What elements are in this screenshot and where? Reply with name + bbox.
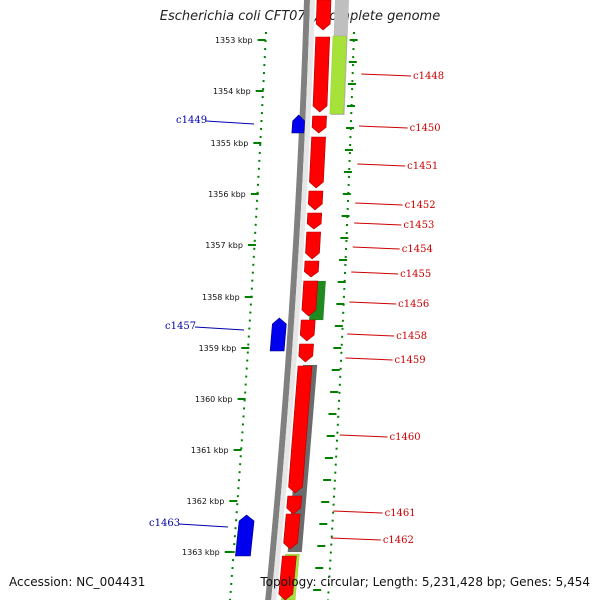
gene-label: c1456 — [398, 299, 429, 310]
gene-label: c1457 — [165, 321, 196, 332]
forward-gene-arrow — [299, 319, 316, 342]
kbp-label: 1354 kbp — [213, 87, 251, 96]
forward-gene-arrow — [309, 136, 326, 189]
feature-block-lime — [329, 35, 348, 115]
gene-label: c1462 — [383, 535, 414, 546]
forward-gene-arrow — [306, 212, 323, 230]
forward-gene-arrow — [286, 495, 303, 515]
kbp-label: 1362 kbp — [187, 497, 225, 506]
gene-label: c1452 — [405, 200, 436, 211]
kbp-label: 1363 kbp — [182, 548, 220, 557]
gene-label-leader — [345, 357, 393, 361]
gene-label: c1454 — [402, 244, 433, 255]
tick-guide-left — [229, 31, 267, 600]
kbp-label: 1356 kbp — [208, 190, 246, 199]
gene-label-leader — [349, 301, 397, 305]
gene-label: c1451 — [407, 161, 438, 172]
genome-summary-text: Topology: circular; Length: 5,231,428 bp… — [260, 575, 590, 589]
map-title: Escherichia coli CFT073, complete genome — [159, 9, 441, 24]
gene-label: c1449 — [176, 115, 207, 126]
genome-backbone-shadow — [271, 0, 316, 600]
gene-label-leader — [194, 326, 245, 331]
kbp-label: 1358 kbp — [202, 293, 240, 302]
gene-label: c1458 — [396, 331, 427, 342]
kbp-label: 1359 kbp — [199, 344, 237, 353]
gene-label-leader — [205, 120, 255, 125]
forward-gene-arrow — [307, 190, 324, 211]
gene-label: c1463 — [149, 518, 180, 529]
kbp-label: 1353 kbp — [215, 36, 253, 45]
forward-gene-arrow — [315, 0, 332, 31]
genome-backbone — [265, 0, 311, 600]
gene-label: c1460 — [390, 432, 421, 443]
gene-label-leader — [357, 163, 406, 167]
gene-label-leader — [354, 222, 402, 226]
gene-label-leader — [347, 333, 395, 337]
gene-label-leader — [178, 523, 229, 528]
tick-guide-right — [327, 31, 355, 600]
gene-label-leader — [361, 73, 412, 77]
kbp-label: 1360 kbp — [195, 395, 233, 404]
forward-gene-arrow — [311, 115, 327, 134]
reverse-gene-arrow — [269, 317, 287, 352]
gene-label: c1453 — [403, 220, 434, 231]
forward-gene-arrow — [288, 365, 313, 494]
gene-label-leader — [355, 202, 403, 206]
kbp-label: 1357 kbp — [205, 241, 243, 250]
forward-gene-arrow — [298, 343, 314, 363]
gene-label: c1461 — [385, 508, 416, 519]
forward-gene-arrow — [304, 260, 320, 278]
kbp-label: 1355 kbp — [211, 139, 249, 148]
reverse-gene-arrow — [291, 114, 305, 134]
gene-label-leader — [333, 510, 383, 514]
forward-gene-arrow — [312, 36, 331, 113]
gene-label: c1448 — [413, 71, 444, 82]
gene-label-leader — [359, 125, 408, 129]
forward-gene-arrow — [283, 513, 301, 550]
gene-label: c1459 — [395, 355, 426, 366]
gene-label: c1455 — [400, 269, 431, 280]
gene-label: c1450 — [410, 123, 441, 134]
forward-gene-arrow — [305, 231, 322, 260]
forward-gene-arrow — [278, 555, 297, 600]
forward-gene-arrow — [301, 280, 319, 317]
kbp-label: 1361 kbp — [191, 446, 229, 455]
gene-label-leader — [339, 434, 388, 438]
accession-text: Accession: NC_004431 — [9, 575, 146, 589]
gene-label-leader — [352, 246, 400, 250]
reverse-gene-arrow — [235, 514, 255, 557]
gene-label-leader — [330, 537, 381, 541]
gene-label-leader — [351, 271, 399, 275]
